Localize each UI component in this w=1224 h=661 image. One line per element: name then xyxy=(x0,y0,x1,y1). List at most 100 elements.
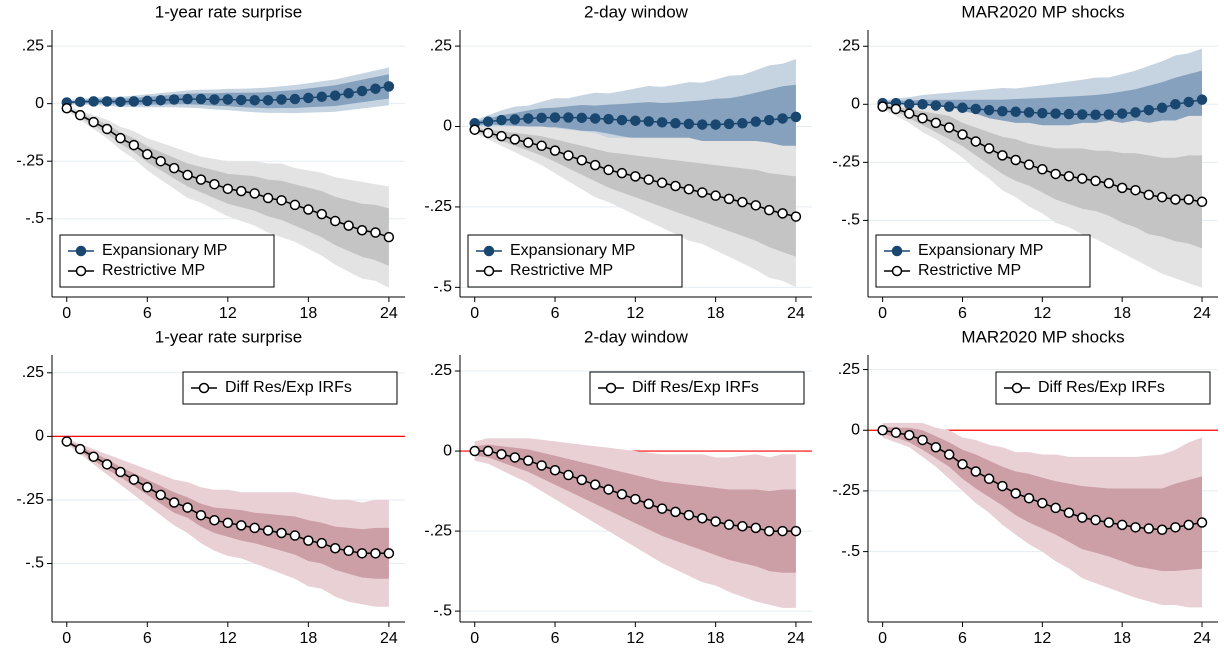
y-tick-label: .25 xyxy=(430,37,452,54)
irf-marker xyxy=(195,93,207,105)
irf-marker xyxy=(1010,106,1021,117)
irf-marker xyxy=(983,143,995,154)
irf-marker xyxy=(1116,108,1128,119)
irf-marker xyxy=(1103,517,1115,528)
irf-marker xyxy=(509,114,521,125)
irf-marker xyxy=(630,171,641,182)
irf-marker xyxy=(1023,159,1035,170)
irf-marker xyxy=(877,101,888,112)
legend-label: Diff Res/Exp IRFs xyxy=(1038,379,1165,396)
x-tick-label: 18 xyxy=(299,630,317,647)
legend-box xyxy=(995,371,1211,405)
legend-marker xyxy=(891,245,903,257)
irf-marker xyxy=(370,227,381,238)
legend-box xyxy=(59,234,275,288)
irf-marker xyxy=(370,548,381,559)
irf-marker xyxy=(509,134,521,145)
irf-marker xyxy=(74,96,86,108)
irf-marker xyxy=(943,449,955,460)
y-tick-label: -.5 xyxy=(25,210,44,227)
irf-marker xyxy=(316,537,328,549)
irf-marker xyxy=(496,130,507,142)
irf-marker xyxy=(1037,164,1048,175)
irf-marker xyxy=(88,96,99,107)
irf-marker xyxy=(983,104,995,116)
irf-marker xyxy=(643,116,654,127)
legend-marker xyxy=(891,265,903,277)
irf-marker xyxy=(616,489,628,500)
confidence-band xyxy=(882,70,1202,136)
irf-marker xyxy=(155,155,166,167)
irf-marker xyxy=(303,204,314,215)
irf-marker xyxy=(970,136,982,147)
irf-marker xyxy=(710,190,721,201)
x-tick-label: 6 xyxy=(958,305,967,322)
irf-marker xyxy=(549,465,561,476)
panel-title: MAR2020 MP shocks xyxy=(961,327,1124,346)
y-tick-label: .25 xyxy=(838,37,860,54)
irf-marker xyxy=(930,100,942,111)
x-tick-label: 18 xyxy=(707,305,725,322)
x-tick-label: 24 xyxy=(787,630,805,647)
irf-marker xyxy=(356,548,368,559)
irf-marker xyxy=(1063,108,1075,120)
irf-marker xyxy=(1037,497,1048,509)
x-tick-label: 6 xyxy=(551,630,560,647)
irf-marker xyxy=(576,112,588,124)
y-tick-label: 0 xyxy=(35,95,44,112)
irf-marker xyxy=(1116,182,1128,194)
irf-marker xyxy=(930,117,942,129)
irf-marker xyxy=(482,445,494,457)
irf-marker xyxy=(943,122,955,133)
panel-title: 1-year rate surprise xyxy=(155,2,302,21)
x-tick-label: 6 xyxy=(958,630,967,647)
irf-marker xyxy=(168,94,180,105)
y-tick-label: -.25 xyxy=(424,522,452,539)
x-tick-label: 12 xyxy=(626,305,644,322)
irf-marker xyxy=(790,525,802,537)
irf-marker xyxy=(589,113,601,124)
irf-marker xyxy=(890,427,902,438)
x-tick-label: 24 xyxy=(380,630,398,647)
irf-marker xyxy=(316,91,328,102)
irf-marker xyxy=(777,113,788,124)
y-tick-label: .25 xyxy=(838,361,860,378)
legend-label: Expansionary MP xyxy=(918,242,1043,259)
irf-marker xyxy=(289,93,301,105)
irf-marker xyxy=(482,116,494,127)
irf-marker xyxy=(523,137,534,148)
irf-marker xyxy=(1050,168,1061,180)
irf-marker xyxy=(128,139,140,151)
irf-marker xyxy=(670,506,681,518)
irf-marker xyxy=(576,155,588,166)
irf-marker xyxy=(1196,94,1208,105)
x-tick-label: 12 xyxy=(219,630,237,647)
y-tick-label: .25 xyxy=(22,37,44,54)
irf-marker xyxy=(1010,488,1021,499)
legend-marker xyxy=(483,265,495,277)
irf-marker xyxy=(997,150,1008,161)
x-tick-label: 12 xyxy=(1033,305,1051,322)
irf-marker xyxy=(115,132,126,144)
irf-marker xyxy=(249,522,260,534)
x-tick-label: 0 xyxy=(878,630,887,647)
irf-marker xyxy=(1063,507,1075,519)
irf-marker xyxy=(370,83,381,94)
irf-marker xyxy=(790,111,802,123)
irf-marker xyxy=(222,94,234,105)
confidence-band xyxy=(474,128,796,257)
irf-marker xyxy=(262,94,274,106)
irf-marker xyxy=(983,473,995,485)
irf-marker xyxy=(128,96,140,107)
irf-marker xyxy=(236,185,247,197)
irf-marker xyxy=(262,192,274,204)
irf-marker xyxy=(1156,524,1168,536)
x-tick-label: 24 xyxy=(1193,305,1211,322)
irf-marker xyxy=(329,215,341,227)
y-tick-label: .25 xyxy=(22,364,44,381)
irf-marker xyxy=(683,509,695,521)
irf-marker xyxy=(603,484,614,495)
irf-marker xyxy=(128,474,140,485)
irf-marker xyxy=(643,498,654,510)
irf-marker xyxy=(61,436,73,447)
